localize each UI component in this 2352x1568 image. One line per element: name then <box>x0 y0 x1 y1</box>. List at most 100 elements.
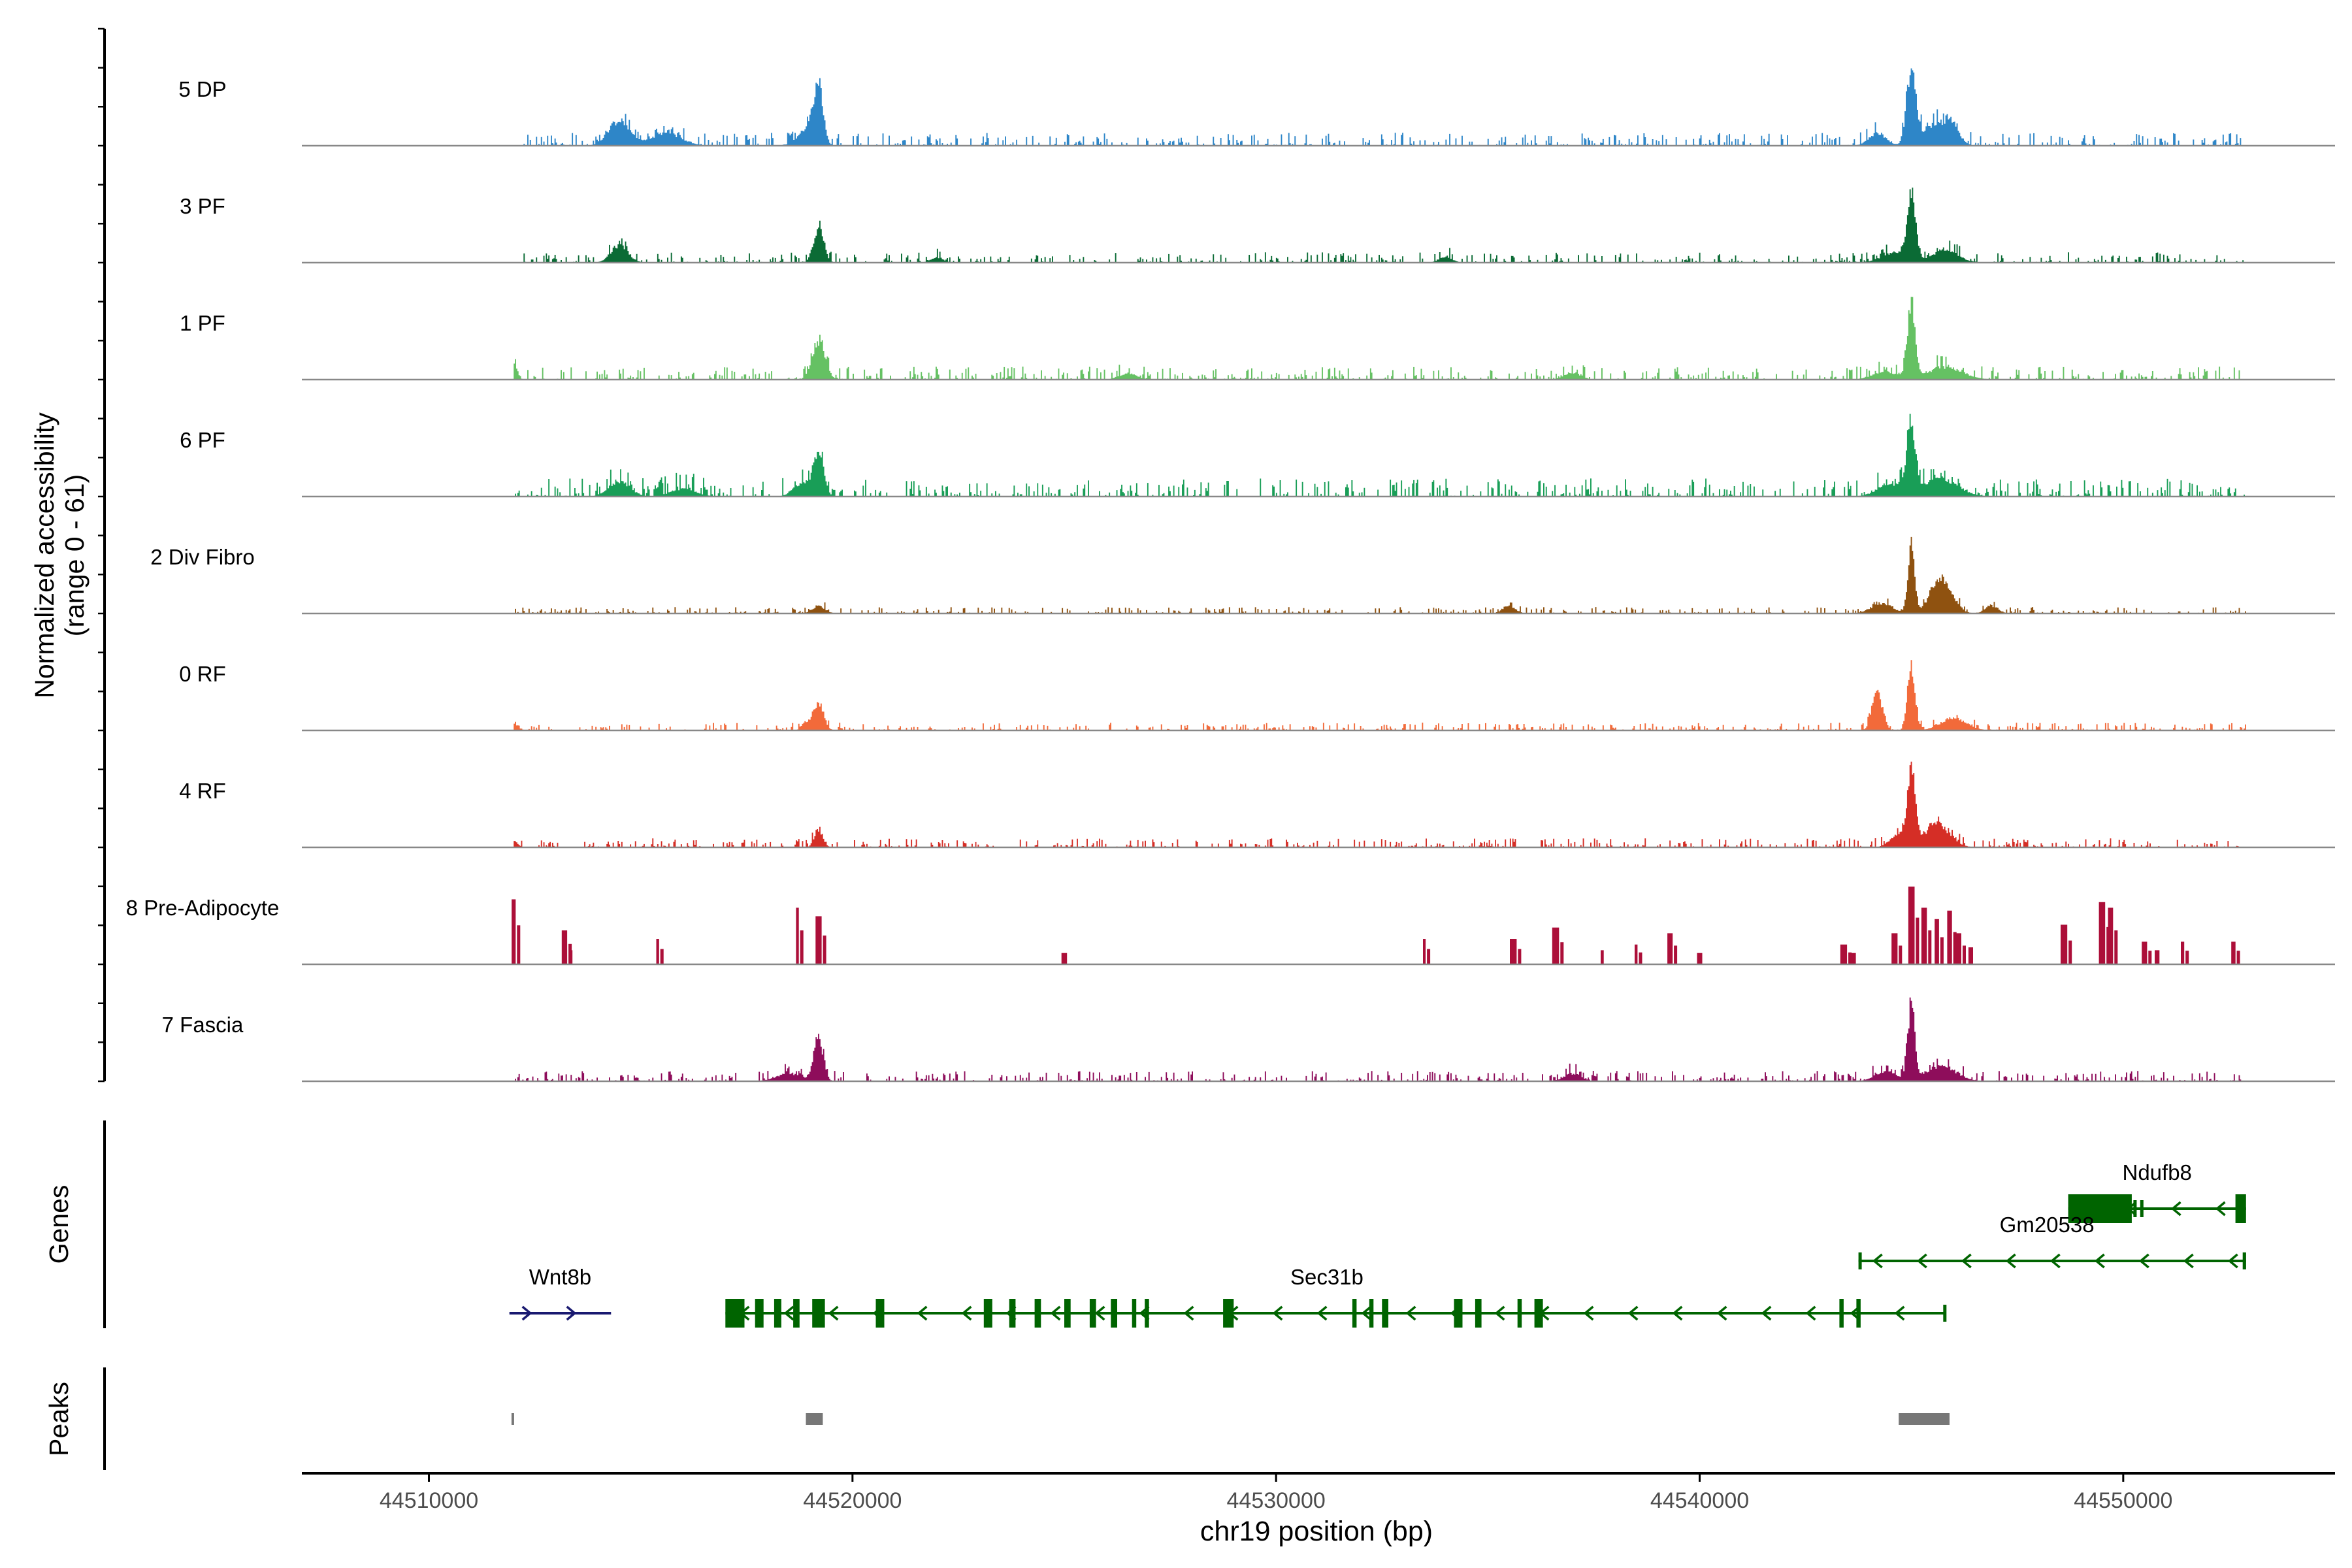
coverage-bar-8-24 <box>2061 924 2068 964</box>
gene-exon-1-4 <box>2235 1194 2246 1223</box>
coverage-bar-8-17 <box>1891 933 1898 964</box>
coverage-bar-side-8-18 <box>1916 917 1919 964</box>
gene-strand-arrow <box>1894 1305 1905 1321</box>
coverage-bar-side-8-29 <box>2185 951 2189 964</box>
gene-exon-3-4 <box>793 1299 800 1328</box>
gene-strand-arrow <box>1672 1305 1683 1321</box>
coverage-bar-side-8-4 <box>660 949 664 964</box>
gene-exon-3-8 <box>1009 1299 1016 1328</box>
coverage-track-label-4: 6 PF <box>180 428 225 452</box>
gene-strand-arrow <box>1961 1253 1972 1269</box>
genes-panel-title: Genes <box>44 1185 74 1264</box>
peak-region-2 <box>806 1413 823 1425</box>
coverage-bar-8-21 <box>1947 910 1952 964</box>
coverage-bar-side-8-5 <box>800 930 804 964</box>
gene-exon-3-11 <box>1089 1299 1096 1328</box>
coverage-bar-8-19 <box>1921 907 1927 964</box>
gene-strand-arrow <box>2005 1253 2016 1269</box>
gene-strand-arrow <box>566 1305 577 1321</box>
gene-strand-arrow <box>2227 1253 2238 1269</box>
coverage-bar-8-3 <box>569 950 573 964</box>
gene-exon-3-15 <box>1223 1299 1234 1328</box>
gene-exon-3-17 <box>1369 1299 1374 1328</box>
gene-exon-3-24 <box>1856 1299 1861 1328</box>
gene-strand-arrow <box>2183 1253 2194 1269</box>
coverage-bar-8-18 <box>1908 887 1915 964</box>
coverage-track-label-6: 0 RF <box>179 662 226 686</box>
coverage-bar-8-28 <box>2155 950 2160 964</box>
coverage-bar-8-16 <box>1848 953 1856 964</box>
peak-region-3 <box>1899 1413 1950 1425</box>
gene-strand-arrow <box>2215 1201 2226 1217</box>
gene-exon-3-21 <box>1517 1299 1522 1328</box>
coverage-track-4: 6 PF <box>180 414 2335 498</box>
coverage-bar-8-8 <box>1423 939 1426 964</box>
gene-strand-arrow <box>1183 1305 1194 1321</box>
coverage-bar-side-8-13 <box>1674 945 1678 964</box>
gene-label-gm20538: Gm20538 <box>2000 1213 2095 1237</box>
coverage-bar-side-8-6 <box>823 935 826 964</box>
coverage-area-7 <box>514 761 2246 847</box>
coverage-bar-side-8-22 <box>1963 945 1966 964</box>
coverage-bar-8-27 <box>2142 941 2148 964</box>
gene-exon-3-23 <box>1839 1299 1844 1328</box>
gene-label-wnt8b: Wnt8b <box>529 1265 591 1289</box>
gene-strand-arrow <box>1805 1305 1816 1321</box>
coverage-track-5: 2 Div Fibro <box>150 536 2335 615</box>
coverage-bar-8-13 <box>1667 933 1673 964</box>
gene-strand-arrow <box>1316 1305 1328 1321</box>
coverage-area-4 <box>514 414 2246 497</box>
gene-exon-3-19 <box>1454 1299 1463 1328</box>
coverage-track-3: 1 PF <box>180 297 2335 381</box>
coverage-area-1 <box>514 68 2246 146</box>
coverage-bar-side-8-1 <box>517 925 521 964</box>
coverage-bar-8-30 <box>2231 941 2236 964</box>
coverage-bar-side-8-8 <box>1427 949 1431 964</box>
gene-label-ndufb8: Ndufb8 <box>2122 1160 2191 1184</box>
gene-strand-arrow <box>1716 1305 1727 1321</box>
coverage-track-9: 7 Fascia <box>162 997 2335 1083</box>
coverage-track-8: 8 Pre-Adipocyte <box>126 887 2335 966</box>
gene-strand-arrow <box>1094 1305 1105 1321</box>
gene-exon-3-14 <box>1145 1299 1149 1328</box>
coverage-bar-8-9 <box>1510 939 1517 964</box>
coverage-bar-8-1 <box>512 899 516 964</box>
gene-exon-1-1 <box>2068 1194 2132 1223</box>
gene-sec31b: Sec31b <box>725 1265 1947 1328</box>
coverage-bar-8-15 <box>1840 944 1848 964</box>
gene-strand-arrow <box>1916 1253 1927 1269</box>
gene-exon-3-2 <box>755 1299 764 1328</box>
gene-strand-arrow <box>1761 1305 1772 1321</box>
gene-strand-arrow <box>1494 1305 1505 1321</box>
coverage-bar-8-23 <box>1968 947 1973 964</box>
coverage-panel: 5 DP 3 PF 1 PF 6 PF 2 Div Fibro 0 RF 4 RF 8 Pre… <box>126 68 2335 1083</box>
coverage-bar-8-12 <box>1635 944 1638 964</box>
x-tick-label-4: 44540000 <box>1650 1488 1749 1513</box>
gene-exon-3-9 <box>1034 1299 1041 1328</box>
x-axis-ticks: 44510000 44520000 44530000 44540000 44550000 <box>380 1473 2172 1513</box>
gene-strand-arrow <box>2050 1253 2061 1269</box>
gene-strand-arrow <box>1272 1305 1283 1321</box>
coverage-bar-8-6 <box>815 916 822 964</box>
gene-exon-3-10 <box>1064 1299 1071 1328</box>
gene-exon-3-18 <box>1382 1299 1388 1328</box>
gene-exon-1-2 <box>2133 1200 2137 1217</box>
coverage-y-ticks <box>98 27 105 1083</box>
gene-strand-arrow <box>2138 1253 2149 1269</box>
x-axis-title: chr19 position (bp) <box>1200 1516 1433 1547</box>
genes-panel: Ndufb8 Gm20538 Sec31b Wnt8b <box>509 1160 2246 1328</box>
coverage-track-label-9: 7 Fascia <box>162 1013 244 1037</box>
coverage-bar-8-7 <box>1061 953 1068 964</box>
coverage-bar-8-4 <box>656 939 659 964</box>
gene-exon-3-6 <box>875 1299 885 1328</box>
gene-exon-2-2 <box>2242 1252 2246 1269</box>
coverage-bar-8-14 <box>1697 953 1703 964</box>
coverage-track-label-5: 2 Div Fibro <box>150 545 255 569</box>
x-tick-label-2: 44520000 <box>803 1488 902 1513</box>
gene-strand-arrow <box>2170 1201 2181 1217</box>
peaks-panel-title: Peaks <box>44 1382 74 1456</box>
coverage-area-5 <box>514 536 2246 613</box>
coverage-bar-8-29 <box>2181 941 2185 964</box>
gene-exon-3-12 <box>1111 1299 1117 1328</box>
gene-gm20538: Gm20538 <box>1858 1213 2246 1269</box>
